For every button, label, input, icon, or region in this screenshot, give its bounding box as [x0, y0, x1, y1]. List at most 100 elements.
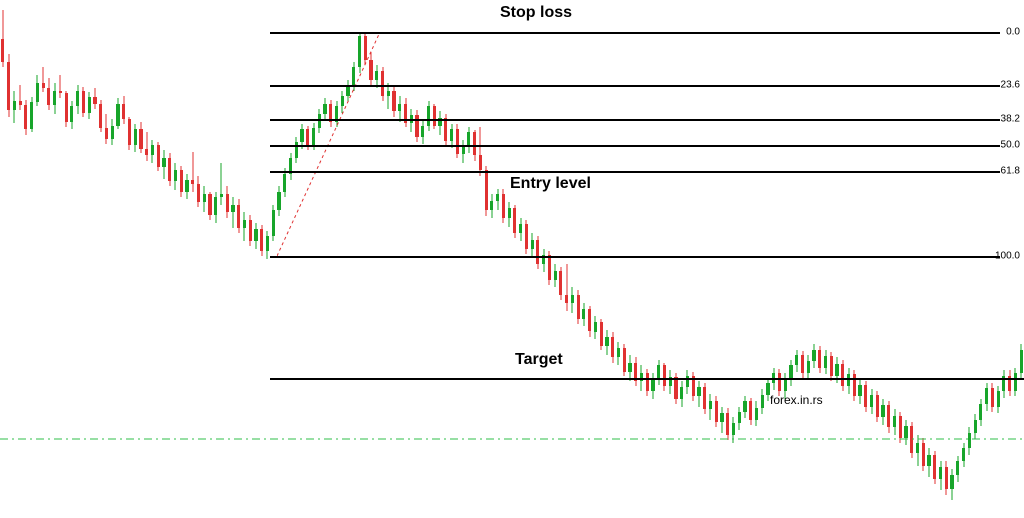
candle: [358, 32, 361, 72]
candle: [122, 96, 125, 124]
candle: [876, 391, 879, 422]
candle: [398, 96, 401, 122]
candle: [755, 401, 758, 426]
candle: [818, 346, 821, 373]
candle: [962, 443, 965, 468]
candle: [887, 401, 890, 432]
candle: [916, 435, 919, 466]
fib-level-line: [270, 119, 1000, 121]
candle: [456, 124, 459, 158]
fib-level-label: 100.0: [995, 251, 1020, 262]
fib-level-label: 38.2: [1001, 114, 1020, 125]
candle: [88, 92, 91, 119]
candle: [243, 212, 246, 240]
candle: [582, 303, 585, 326]
candle: [7, 54, 10, 116]
candle: [185, 174, 188, 200]
candlestick-chart: 0.023.638.250.061.8100.0Stop lossEntry l…: [0, 0, 1024, 518]
fib-level-label: 50.0: [1001, 140, 1020, 151]
candle: [893, 409, 896, 435]
target-line: [270, 378, 1024, 380]
candle: [502, 189, 505, 223]
candle: [617, 342, 620, 365]
candle: [830, 352, 833, 380]
candle: [1014, 368, 1017, 396]
candle: [249, 215, 252, 246]
candle: [392, 85, 395, 116]
candle: [634, 357, 637, 385]
candle: [778, 369, 781, 396]
candle: [404, 98, 407, 126]
candle: [956, 456, 959, 482]
candle: [151, 140, 154, 163]
candle: [462, 140, 465, 163]
candle: [703, 383, 706, 414]
candle: [226, 186, 229, 217]
candle: [496, 189, 499, 210]
candle: [421, 119, 424, 144]
candle: [715, 396, 718, 427]
candle: [985, 383, 988, 410]
candle: [974, 414, 977, 439]
candle: [260, 225, 263, 256]
candle: [180, 166, 183, 197]
candle: [795, 350, 798, 372]
candle: [467, 127, 470, 153]
candle: [24, 100, 27, 135]
candle: [680, 381, 683, 407]
candle: [254, 223, 257, 249]
candle: [565, 264, 568, 311]
candle: [651, 373, 654, 399]
candle: [824, 350, 827, 375]
candle: [749, 398, 752, 425]
candle: [904, 420, 907, 446]
candle: [841, 360, 844, 391]
candle: [203, 186, 206, 212]
candle: [197, 176, 200, 207]
candle: [801, 351, 804, 378]
candle: [36, 75, 39, 106]
candle: [13, 91, 16, 123]
candle: [697, 381, 700, 407]
candle: [105, 114, 108, 144]
candle: [157, 142, 160, 170]
candle: [82, 87, 85, 117]
candle: [738, 407, 741, 430]
candle: [295, 137, 298, 163]
candle: [853, 370, 856, 401]
candle: [559, 267, 562, 301]
candle: [427, 101, 430, 131]
candle: [369, 52, 372, 86]
candle: [991, 383, 994, 411]
candle: [289, 153, 292, 180]
candle: [945, 461, 948, 495]
candle: [139, 122, 142, 153]
candle: [93, 88, 96, 109]
candle: [65, 91, 68, 127]
candle: [76, 85, 79, 113]
fib-level-line: [270, 85, 1000, 87]
candle: [611, 332, 614, 363]
candle: [145, 132, 148, 160]
candle: [623, 344, 626, 375]
candle: [743, 396, 746, 418]
candle: [531, 233, 534, 256]
candle: [47, 78, 50, 110]
candle: [508, 202, 511, 227]
candle: [433, 104, 436, 130]
candle: [789, 360, 792, 386]
candle: [519, 218, 522, 241]
candle: [922, 438, 925, 472]
candle: [381, 67, 384, 101]
candle: [812, 344, 815, 367]
candle: [191, 152, 194, 192]
candle: [542, 249, 545, 272]
candle: [628, 355, 631, 381]
candle: [438, 111, 441, 134]
candle: [1, 10, 4, 67]
candle: [513, 205, 516, 239]
candle: [1002, 370, 1005, 397]
candle: [134, 124, 137, 151]
candle: [53, 83, 56, 114]
candle: [968, 427, 971, 454]
